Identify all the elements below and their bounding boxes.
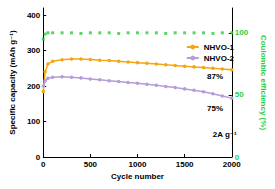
- svg-text:NHVO-2: NHVO-2: [204, 54, 235, 63]
- svg-text:100: 100: [27, 117, 41, 126]
- svg-text:2000: 2000: [223, 160, 241, 169]
- svg-text:0: 0: [234, 152, 240, 162]
- svg-text:2A g⁻¹: 2A g⁻¹: [213, 130, 237, 139]
- svg-text:87%: 87%: [207, 72, 223, 81]
- svg-text:300: 300: [27, 46, 41, 55]
- svg-text:NHVO-1: NHVO-1: [204, 43, 235, 52]
- svg-text:200: 200: [27, 82, 41, 91]
- svg-text:0: 0: [35, 152, 41, 162]
- svg-text:400: 400: [27, 11, 41, 20]
- svg-text:100: 100: [235, 28, 249, 37]
- svg-text:50: 50: [235, 90, 244, 99]
- svg-text:Cycle number: Cycle number: [111, 172, 164, 181]
- svg-text:0: 0: [41, 160, 46, 169]
- svg-text:1000: 1000: [129, 160, 147, 169]
- svg-text:75%: 75%: [207, 104, 223, 113]
- svg-text:Coulombic efficiency (%): Coulombic efficiency (%): [259, 35, 268, 130]
- svg-text:1500: 1500: [176, 160, 194, 169]
- svg-text:Specific capacity (mAh g⁻¹): Specific capacity (mAh g⁻¹): [8, 30, 17, 135]
- svg-text:500: 500: [84, 160, 98, 169]
